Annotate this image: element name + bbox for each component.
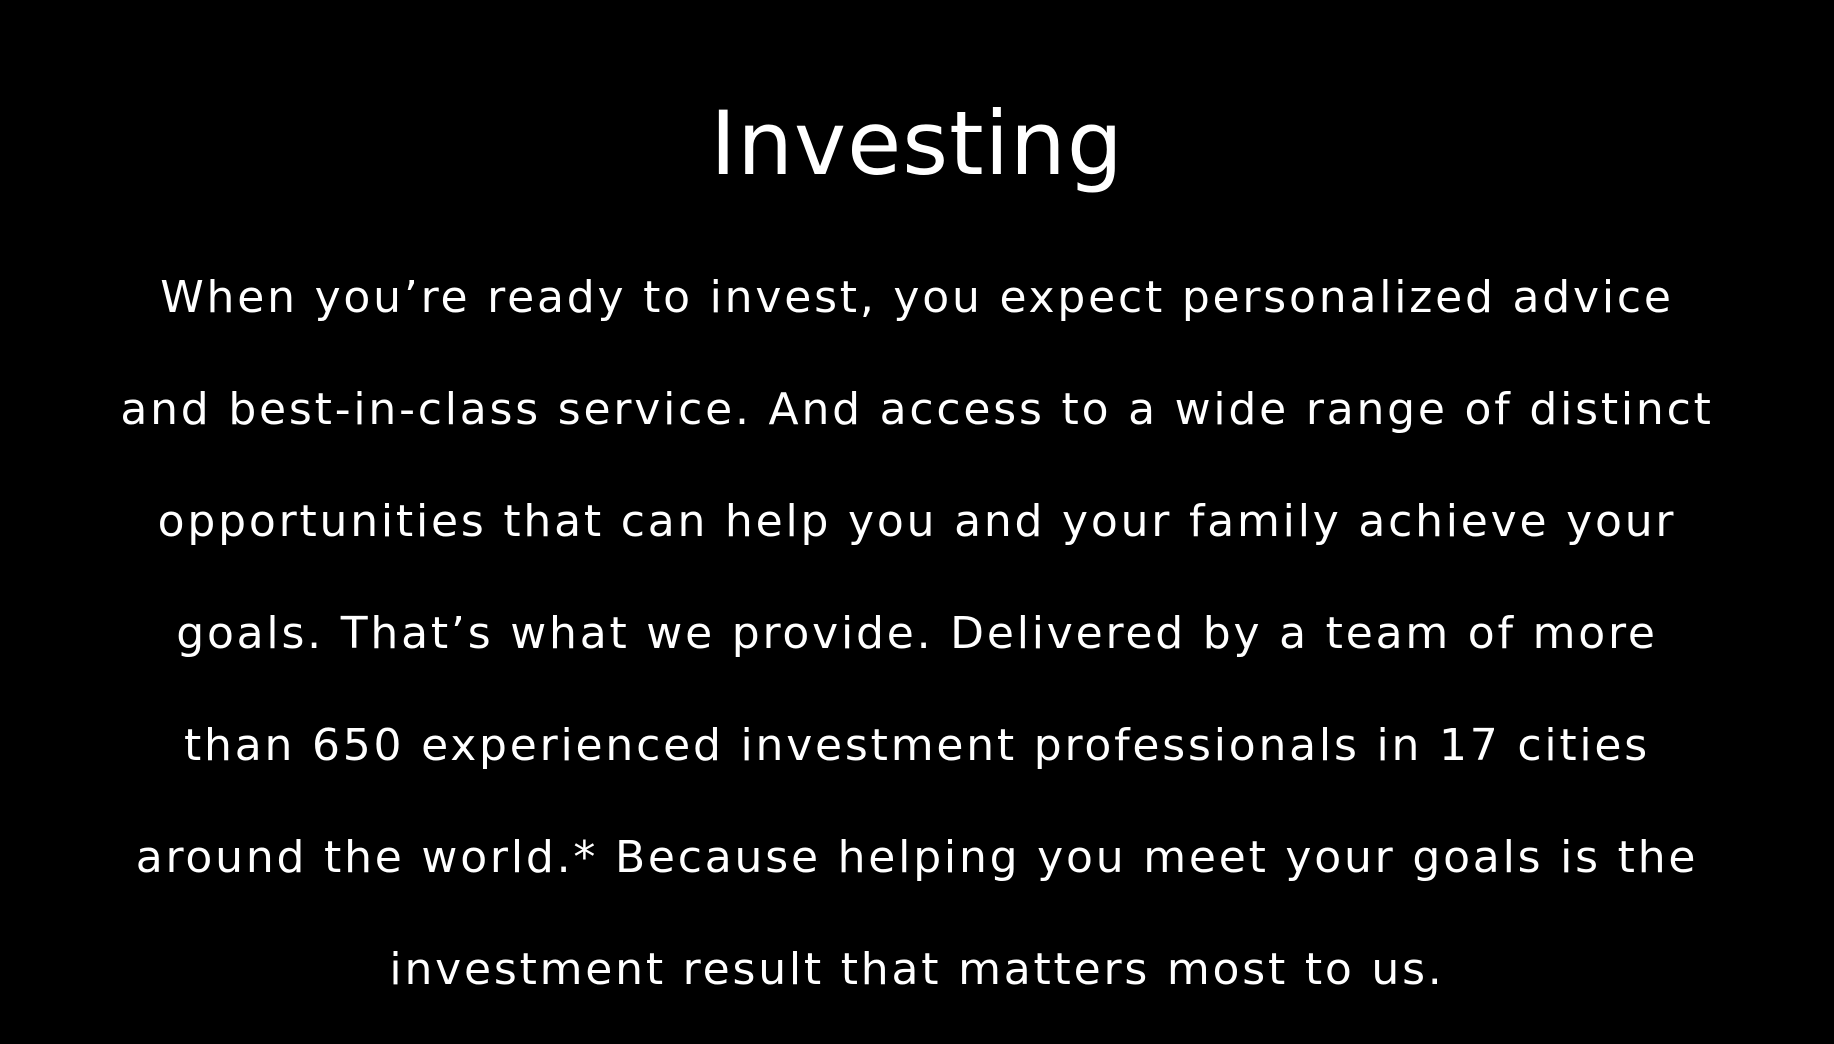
paragraph-line: When you’re ready to invest, you expect … (160, 272, 1674, 323)
paragraph-line: goals. That’s what we provide. Delivered… (176, 608, 1658, 659)
paragraph-line: investment result that matters most to u… (389, 944, 1445, 995)
paragraph-line: and best-in-class service. And access to… (120, 384, 1714, 435)
paragraph-line: than 650 experienced investment professi… (183, 720, 1651, 771)
paragraph-line: around the world.* Because helping you m… (135, 832, 1699, 883)
section-title: Investing (710, 92, 1124, 195)
paragraph-line: opportunities that can help you and your… (157, 496, 1677, 547)
section-paragraph: When you’re ready to invest, you expect … (97, 242, 1737, 1026)
